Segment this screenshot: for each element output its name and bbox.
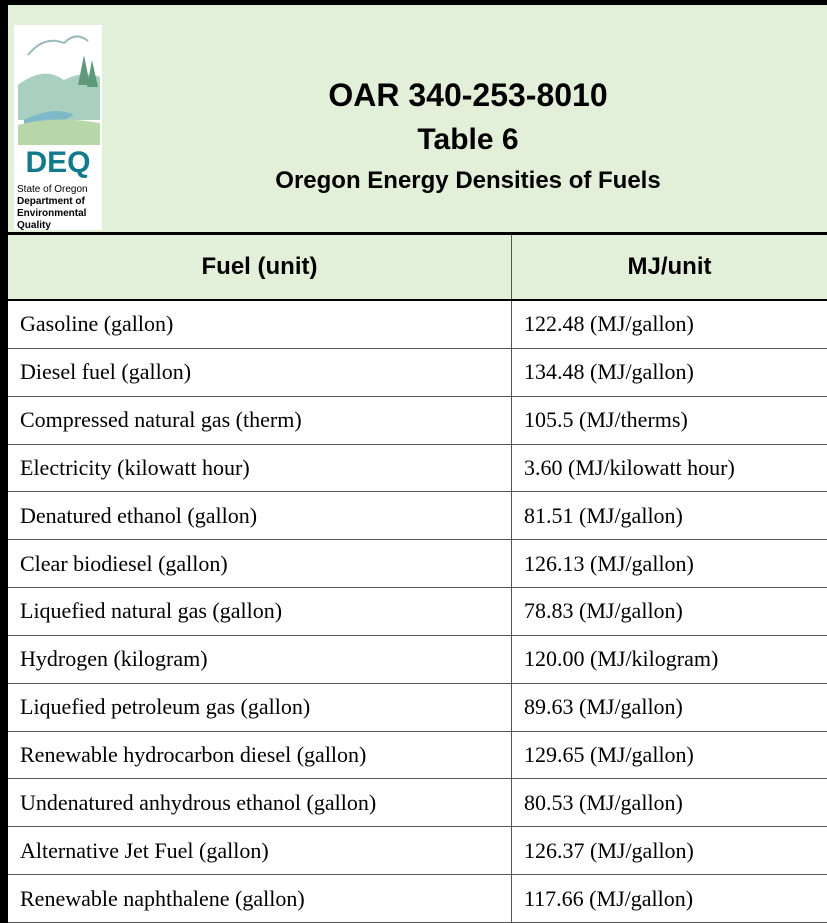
logo-line: Department of: [17, 196, 85, 207]
table-cell: 105.5 (MJ/therms): [524, 407, 688, 433]
table-cell: 120.00 (MJ/kilogram): [524, 646, 719, 672]
header: DEQ State of Oregon Department of Enviro…: [8, 5, 827, 235]
logo-line: State of Oregon: [17, 184, 88, 195]
logo: DEQ State of Oregon Department of Enviro…: [14, 25, 102, 231]
table-row: Undenatured anhydrous ethanol (gallon) 80…: [8, 779, 827, 828]
table-cell: Clear biodiesel (gallon): [8, 540, 512, 588]
table-cell: 81.51 (MJ/gallon): [524, 502, 683, 528]
table-row: Diesel fuel (gallon) 134.48 (MJ/gallon): [8, 348, 827, 397]
subtitle: Table 6: [417, 123, 519, 156]
logo-line: Quality: [17, 220, 51, 230]
table-cell: Liquefied petroleum gas (gallon): [8, 683, 512, 731]
table-cell: 3.60 (MJ/kilowatt hour): [524, 454, 735, 480]
table-cell: Undenatured anhydrous ethanol (gallon): [8, 779, 512, 827]
table-row: Electricity (kilowatt hour) 3.60 (MJ/kilo…: [8, 444, 827, 493]
table-cell: Diesel fuel (gallon): [8, 348, 512, 396]
table-row: Alternative Jet Fuel (gallon) 126.37 (MJ/…: [8, 827, 827, 876]
table-cell: 78.83 (MJ/gallon): [524, 598, 683, 624]
table-cell: Renewable naphthalene (gallon): [8, 875, 512, 922]
table-cell: Compressed natural gas (therm): [8, 396, 512, 444]
logo-acronym: DEQ: [25, 146, 90, 179]
table-cell: 129.65 (MJ/gallon): [524, 742, 694, 768]
table-cell: 117.66 (MJ/gallon): [524, 885, 694, 911]
table-row: Liquefied natural gas (gallon) 78.83 (MJ/…: [8, 588, 827, 636]
table-row: Liquefied petroleum gas (gallon) 89.63 (M…: [8, 683, 827, 732]
field: [18, 119, 100, 145]
table-row: Compressed natural gas (therm) 105.5 (MJ/…: [8, 396, 827, 445]
table-cell: 126.13 (MJ/gallon): [524, 550, 694, 576]
logo-line: Environmental: [17, 208, 87, 219]
header-row: Fuel (unit) MJ/unit: [8, 235, 827, 301]
table-row: Hydrogen (kilogram) 120.00 (MJ/kilogram): [8, 635, 827, 684]
caption: Oregon Energy Densities of Fuels: [275, 167, 661, 194]
column-header: Fuel (unit): [8, 235, 512, 299]
title: OAR 340-253-8010: [328, 77, 608, 113]
table-cell: 122.48 (MJ/gallon): [524, 311, 694, 337]
table-cell: Liquefied natural gas (gallon): [8, 588, 512, 635]
table-cell: Denatured ethanol (gallon): [8, 492, 512, 540]
cloud: [27, 35, 89, 56]
table-cell: Hydrogen (kilogram): [8, 635, 512, 683]
table-cell: Renewable hydrocarbon diesel (gallon): [8, 731, 512, 779]
table-cell: Electricity (kilowatt hour): [8, 444, 512, 492]
table-row: Clear biodiesel (gallon) 126.13 (MJ/gallo…: [8, 540, 827, 589]
table-cell: Gasoline (gallon): [8, 301, 512, 348]
table-row: Gasoline (gallon) 122.48 (MJ/gallon): [8, 301, 827, 349]
column-header: MJ/unit: [627, 253, 712, 280]
table-cell: Alternative Jet Fuel (gallon): [8, 827, 512, 875]
table-cell: 134.48 (MJ/gallon): [524, 359, 694, 385]
table-cell: 126.37 (MJ/gallon): [524, 837, 694, 863]
table-cell: 80.53 (MJ/gallon): [524, 789, 683, 815]
logo-graphic: DEQ State of Oregon Department of Enviro…: [17, 35, 100, 231]
hills: [18, 73, 100, 120]
table-row: Denatured ethanol (gallon) 81.51 (MJ/gall…: [8, 492, 827, 541]
table-row: Renewable naphthalene (gallon) 117.66 (MJ…: [8, 875, 827, 923]
table-cell: 89.63 (MJ/gallon): [524, 694, 683, 720]
trees: [78, 55, 98, 87]
table-row: Renewable hydrocarbon diesel (gallon) 129…: [8, 731, 827, 780]
